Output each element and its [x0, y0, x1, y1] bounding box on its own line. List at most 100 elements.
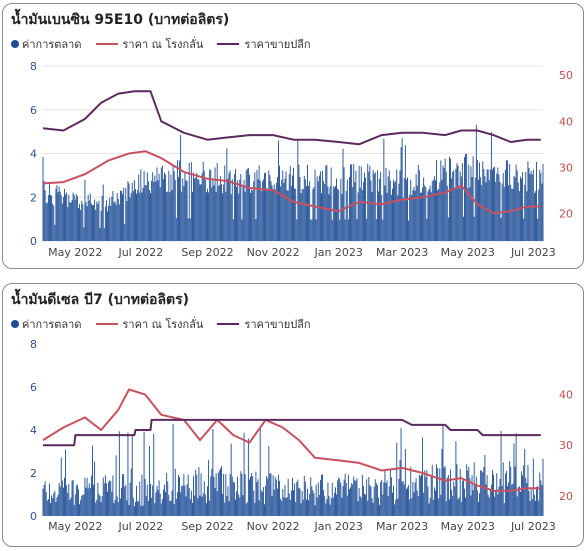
- bar: [181, 191, 183, 241]
- bar: [409, 195, 411, 241]
- bar: [395, 499, 397, 516]
- bar: [169, 500, 171, 516]
- y-right-tick-label: 20: [559, 207, 573, 220]
- bar: [44, 481, 46, 516]
- bar: [308, 500, 310, 516]
- bar: [74, 494, 76, 516]
- bar: [275, 182, 277, 241]
- bar: [507, 486, 508, 516]
- bar: [145, 496, 147, 516]
- bar: [287, 190, 289, 241]
- bar: [356, 478, 358, 516]
- bar: [132, 191, 134, 241]
- bar: [427, 486, 429, 516]
- bar: [65, 449, 67, 516]
- bar: [175, 218, 177, 241]
- bar: [258, 500, 260, 516]
- bar: [364, 172, 365, 241]
- bar: [347, 219, 349, 241]
- bar: [496, 173, 498, 241]
- bar: [146, 484, 148, 516]
- bar: [52, 203, 54, 241]
- x-tick-label: Jul 2023: [510, 246, 556, 259]
- bar: [117, 502, 119, 516]
- bar: [524, 449, 526, 516]
- bar: [522, 172, 524, 241]
- bar: [332, 186, 334, 241]
- bar: [433, 176, 435, 241]
- bar: [118, 204, 120, 241]
- bar: [331, 219, 333, 241]
- bar: [88, 483, 90, 516]
- bar: [256, 170, 258, 241]
- bar: [236, 491, 237, 516]
- bar: [85, 202, 87, 241]
- bar: [130, 192, 132, 241]
- bar: [322, 474, 324, 516]
- bar: [383, 482, 385, 516]
- bar: [468, 466, 470, 516]
- bar: [253, 490, 255, 516]
- bar: [324, 496, 326, 516]
- bar: [428, 188, 430, 241]
- bar: [121, 487, 122, 516]
- bar: [310, 477, 312, 516]
- bar: [241, 473, 243, 516]
- bar: [104, 206, 106, 241]
- x-tick-label: Jul 2022: [117, 520, 163, 533]
- bar: [476, 490, 478, 516]
- bar: [202, 493, 204, 516]
- bar: [426, 470, 428, 516]
- bar: [396, 169, 398, 241]
- bar: [247, 438, 249, 516]
- bar: [499, 478, 501, 516]
- bar: [126, 201, 128, 241]
- bar: [398, 478, 400, 516]
- bar: [297, 138, 299, 241]
- bar: [261, 181, 263, 241]
- bar: [167, 481, 169, 516]
- bar: [257, 479, 259, 516]
- bar: [311, 486, 313, 516]
- legend-item-refinery-price: ราคา ณ โรงกลั่น: [95, 315, 203, 333]
- bar: [527, 464, 529, 516]
- bar: [393, 179, 394, 241]
- bar: [303, 175, 305, 241]
- bar: [218, 470, 220, 516]
- bar: [360, 166, 362, 241]
- bar: [430, 192, 432, 241]
- bar: [188, 162, 190, 241]
- bar: [293, 490, 294, 516]
- bar: [535, 191, 536, 241]
- bar: [47, 195, 49, 241]
- bar: [188, 487, 190, 516]
- bar: [214, 487, 216, 516]
- bar: [505, 160, 507, 241]
- bar: [133, 506, 135, 516]
- bar: [118, 431, 120, 516]
- bar: [280, 498, 282, 516]
- bar: [278, 474, 279, 516]
- bar: [108, 482, 110, 516]
- bar: [54, 224, 56, 241]
- bar: [259, 180, 261, 241]
- bar: [218, 185, 220, 241]
- bar: [187, 218, 189, 241]
- bar: [357, 501, 359, 516]
- bar: [53, 205, 55, 241]
- bar: [467, 188, 469, 241]
- bar: [128, 183, 130, 241]
- bar: [275, 479, 277, 516]
- bar: [507, 160, 508, 241]
- bar: [453, 170, 455, 241]
- x-tick-label: Jul 2023: [510, 520, 556, 533]
- bar: [60, 195, 62, 241]
- bar: [283, 182, 285, 241]
- bar: [89, 487, 91, 516]
- bar: [122, 474, 124, 516]
- bar: [227, 178, 229, 241]
- bar: [315, 219, 317, 241]
- bar: [469, 478, 471, 516]
- bar: [174, 468, 176, 516]
- bar: [99, 495, 101, 516]
